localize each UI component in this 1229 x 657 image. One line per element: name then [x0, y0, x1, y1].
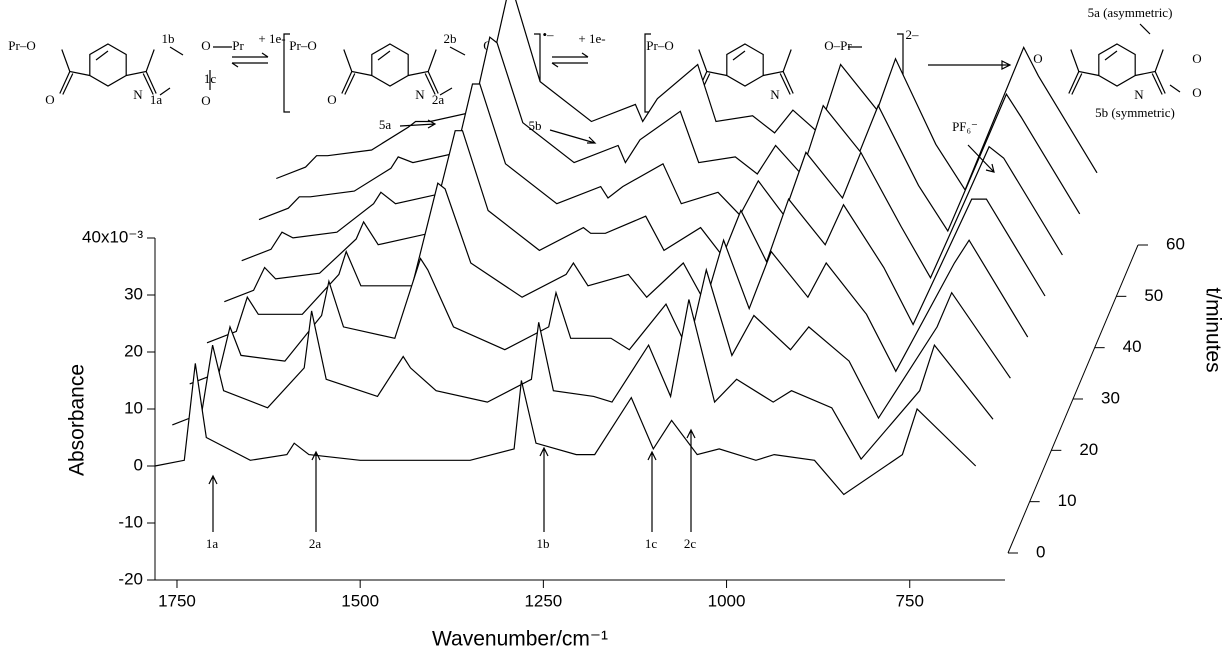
y-axis-label: Absorbance	[66, 364, 89, 476]
ester-bond	[59, 49, 90, 95]
y-tick-label: 20	[124, 341, 143, 360]
spectrum-line	[276, 0, 1098, 192]
ester-bond	[1135, 49, 1166, 95]
x-tick-label: 1000	[708, 591, 746, 610]
scheme-label: + 1e-	[578, 31, 605, 46]
z-tick-label: 0	[1036, 542, 1045, 561]
y-tick-label: -10	[118, 512, 143, 531]
ester-bond	[341, 49, 372, 95]
scheme-label: Pr–O	[289, 38, 316, 53]
annotation-arrow	[967, 144, 995, 173]
z-tick-label: 50	[1144, 286, 1163, 305]
scheme-label: N	[770, 87, 780, 102]
x-tick-label: 1750	[158, 591, 196, 610]
scheme-label: O	[1192, 51, 1201, 66]
y-tick-label: 10	[124, 398, 143, 417]
reaction-scheme	[59, 23, 1181, 113]
y-tick-label: 0	[134, 455, 143, 474]
scheme-label: O	[327, 92, 336, 107]
scheme-label: O	[45, 92, 54, 107]
spectrum-line	[258, 36, 1081, 233]
y-tick-label: -20	[118, 569, 143, 588]
x-tick-label: 750	[896, 591, 924, 610]
annotation-arrow	[647, 450, 657, 532]
reaction-arrow	[928, 60, 1012, 70]
scheme-label: O	[1033, 51, 1042, 66]
scheme-label: 1b	[162, 31, 175, 46]
scheme-label: 2b	[444, 31, 457, 46]
spectrum-line	[206, 182, 1029, 373]
spectrum-line	[172, 299, 994, 461]
x-tick-label: 1500	[341, 591, 379, 610]
spectrum-line	[224, 130, 1046, 326]
pyridine-ring	[726, 43, 764, 87]
ester-bond	[1068, 49, 1099, 95]
x-tick-label: 1250	[524, 591, 562, 610]
scheme-label: O–Pr	[824, 38, 852, 53]
z-tick-label: 30	[1101, 388, 1120, 407]
scheme-label: •–	[542, 27, 554, 42]
equilibrium-arrow	[231, 52, 269, 68]
z-tick-label: 40	[1123, 337, 1142, 356]
ester-bond	[126, 49, 157, 95]
equilibrium-arrow	[551, 52, 589, 68]
annotation-label: 5b	[529, 118, 542, 133]
scheme-label: Pr	[232, 38, 244, 53]
annotation-arrow	[686, 428, 696, 532]
pyridine-ring	[1098, 43, 1136, 87]
z-tick-label: 60	[1166, 234, 1185, 253]
scheme-label: 2a	[432, 92, 445, 107]
scheme-label: 1c	[204, 71, 217, 86]
scheme-label: 1a	[150, 92, 163, 107]
ester-bond	[408, 49, 439, 95]
scheme-label: Pr–O	[646, 38, 673, 53]
scheme-label: O	[201, 93, 210, 108]
annotation-label: 1b	[537, 536, 550, 551]
annotation-label: PF₆⁻	[952, 119, 978, 134]
spectrum-line	[241, 83, 1063, 280]
annotation-arrow	[539, 446, 549, 532]
trace-mask	[155, 363, 976, 600]
annotation-label: 1a	[206, 536, 219, 551]
scheme-label: N	[1134, 87, 1144, 102]
scheme-label: N	[415, 87, 425, 102]
annotation-arrow	[549, 129, 597, 144]
annotation-label: 1c	[645, 536, 658, 551]
scheme-label: 2–	[906, 27, 920, 42]
scheme-label: O	[1192, 85, 1201, 100]
y-tick-label: 40x10⁻³	[82, 227, 143, 246]
annotation-label: 2c	[684, 536, 697, 551]
z-tick-label: 20	[1079, 440, 1098, 459]
scheme-label: 5b (symmetric)	[1095, 105, 1175, 120]
scheme-label: Pr–O	[8, 38, 35, 53]
annotation-arrow	[208, 474, 218, 532]
annotation-label: 2a	[309, 536, 322, 551]
scheme-label: 5a (asymmetric)	[1088, 5, 1173, 20]
spectrum-line	[189, 257, 1011, 420]
ester-bond	[763, 49, 794, 95]
annotation-arrow	[399, 119, 437, 129]
x-axis-label: Wavenumber/cm⁻¹	[432, 628, 608, 651]
spectrum-line	[154, 363, 977, 496]
z-axis-label: t/minutes	[1201, 287, 1224, 372]
annotation-label: 5a	[379, 117, 392, 132]
scheme-label: O	[201, 38, 210, 53]
z-tick-label: 10	[1058, 491, 1077, 510]
scheme-label: + 1e-	[258, 31, 285, 46]
arrow-line	[1139, 23, 1181, 93]
pyridine-ring	[89, 43, 127, 87]
y-tick-label: 30	[124, 284, 143, 303]
scheme-label: N	[133, 87, 143, 102]
annotation-arrow	[311, 450, 321, 532]
pyridine-ring	[371, 43, 409, 87]
